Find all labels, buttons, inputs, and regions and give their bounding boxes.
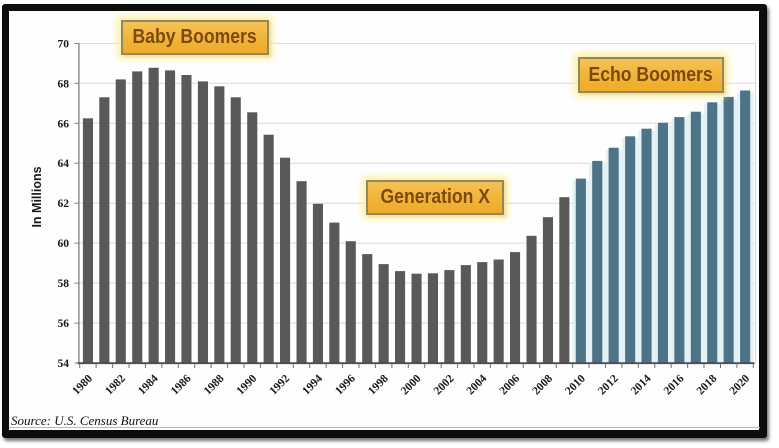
svg-text:2010: 2010 (563, 372, 588, 397)
svg-text:68: 68 (58, 78, 70, 90)
svg-text:1984: 1984 (136, 372, 161, 397)
svg-text:64: 64 (58, 158, 70, 170)
svg-text:2018: 2018 (695, 372, 720, 397)
svg-text:1998: 1998 (366, 372, 391, 397)
svg-text:1980: 1980 (70, 372, 95, 397)
svg-text:54: 54 (58, 358, 70, 370)
svg-text:58: 58 (58, 278, 70, 290)
svg-text:1986: 1986 (169, 372, 194, 397)
svg-text:2000: 2000 (399, 372, 424, 397)
svg-text:2008: 2008 (530, 372, 555, 397)
svg-text:2006: 2006 (497, 372, 522, 397)
svg-text:2012: 2012 (596, 372, 621, 397)
svg-text:1990: 1990 (235, 372, 260, 397)
svg-text:2014: 2014 (629, 372, 654, 397)
svg-text:2020: 2020 (727, 372, 752, 397)
svg-text:62: 62 (58, 198, 70, 210)
svg-text:66: 66 (58, 118, 70, 130)
svg-text:1982: 1982 (103, 372, 128, 397)
svg-text:1994: 1994 (300, 372, 325, 397)
svg-text:2016: 2016 (662, 372, 687, 397)
svg-text:56: 56 (58, 318, 70, 330)
svg-text:70: 70 (58, 38, 70, 50)
svg-text:1996: 1996 (333, 372, 358, 397)
svg-text:1992: 1992 (267, 372, 292, 397)
svg-text:60: 60 (58, 238, 70, 250)
svg-text:In Millions: In Millions (30, 166, 44, 227)
svg-text:1988: 1988 (202, 372, 227, 397)
svg-text:2004: 2004 (465, 372, 490, 397)
svg-text:2002: 2002 (432, 372, 457, 397)
